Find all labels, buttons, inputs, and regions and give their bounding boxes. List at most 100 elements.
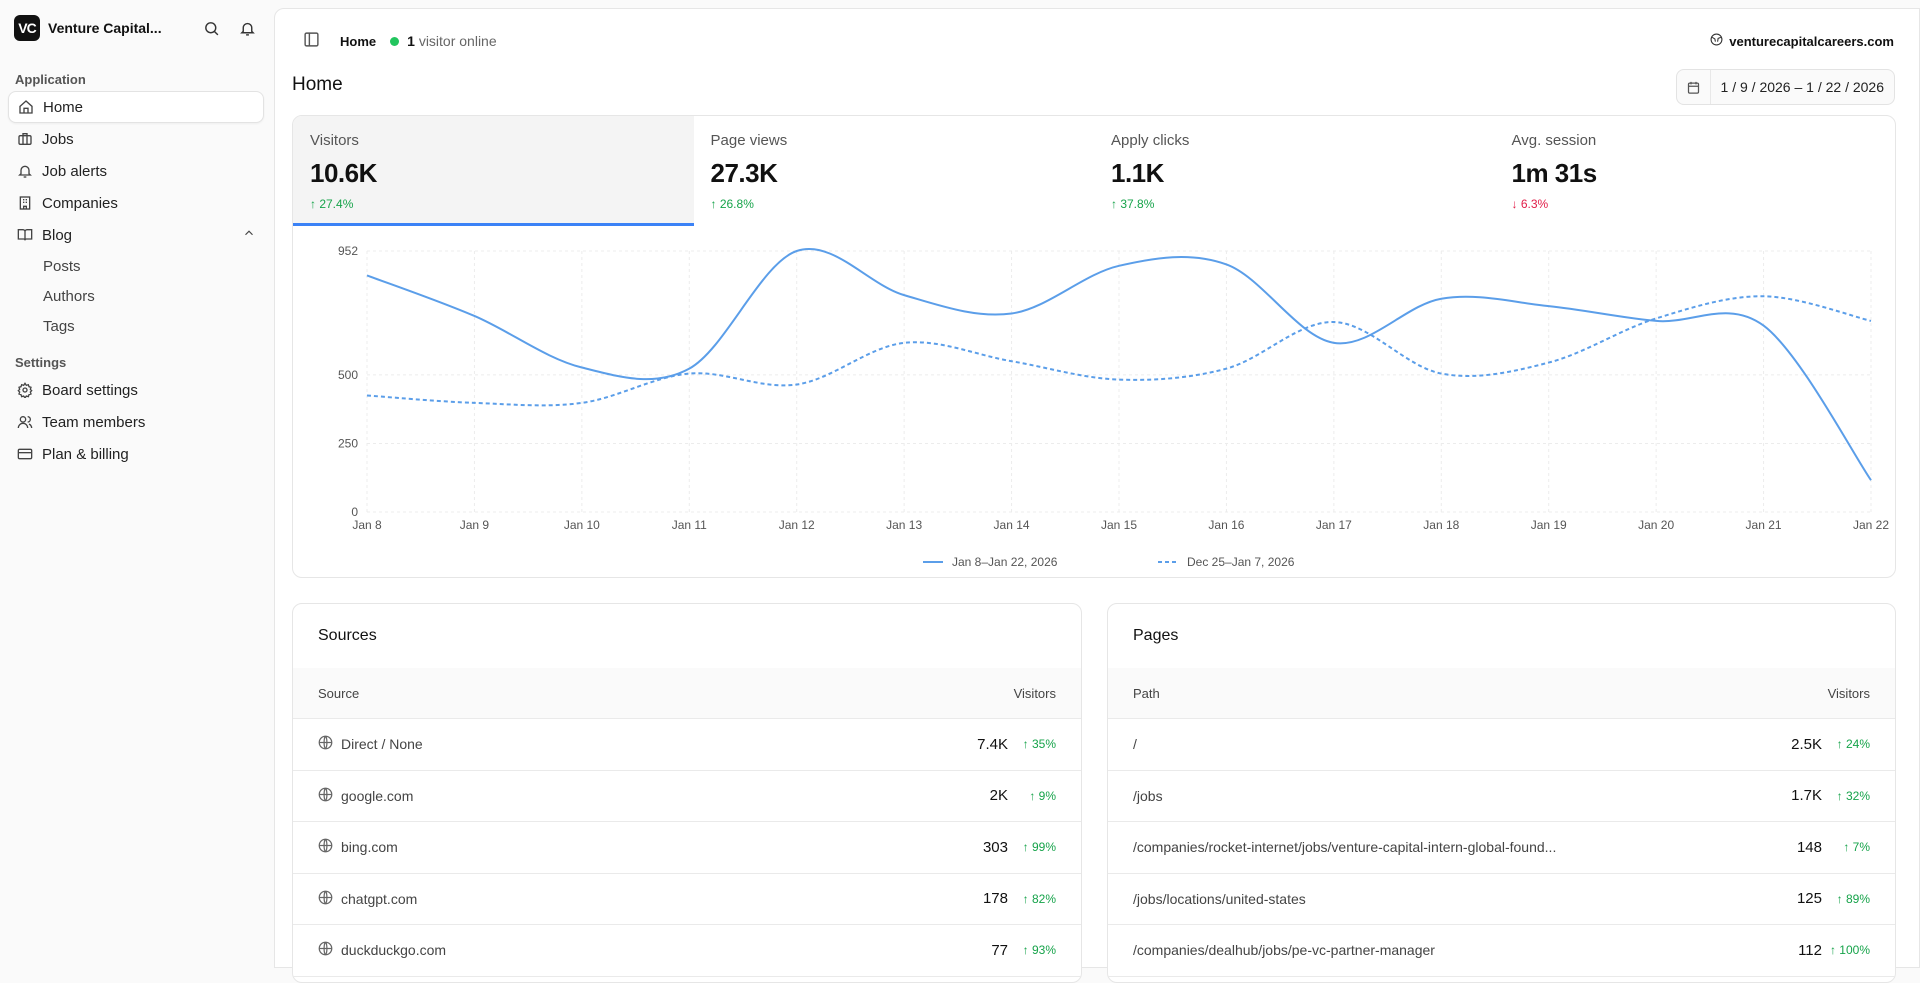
- building-icon: [16, 194, 34, 212]
- stat-value: 27.3K: [710, 158, 778, 188]
- row-value: 77: [991, 941, 1008, 959]
- row-change: ↑ 100%: [1829, 943, 1870, 958]
- row-value: 125: [1796, 890, 1822, 908]
- breadcrumb[interactable]: Home: [340, 33, 377, 49]
- row-value: 2K: [989, 787, 1008, 805]
- table-row[interactable]: Direct / None 7.4K ↑ 35%: [293, 719, 1081, 771]
- site-link[interactable]: venturecapitalcareers.com: [1710, 33, 1894, 49]
- row-change: ↑ 82%: [1022, 891, 1056, 906]
- brand: VC Venture Capital...: [8, 0, 264, 56]
- row-value: 148: [1796, 838, 1822, 856]
- table-row[interactable]: /jobs/locations/united-states 125 ↑ 89%: [1108, 874, 1895, 925]
- sidebar-subitem-tags[interactable]: Tags: [43, 317, 75, 335]
- x-tick-label: Jan 18: [1423, 518, 1459, 532]
- group-application: Application: [15, 72, 86, 87]
- x-tick-label: Jan 20: [1638, 518, 1674, 532]
- sidebar-toggle-icon[interactable]: [303, 31, 320, 51]
- table-row[interactable]: google.com 2K ↑ 9%: [293, 771, 1081, 822]
- y-tick-label: 250: [338, 436, 358, 450]
- group-settings: Settings: [15, 355, 67, 370]
- row-name: /: [1133, 736, 1137, 753]
- stats-card: Visitors 10.6K ↑ 27.4% Page views 27.3K ↑ 26.…: [292, 115, 1896, 578]
- stat-tab-avg-session[interactable]: Avg. session 1m 31s ↓ 6.3%: [1495, 116, 1896, 226]
- row-change: ↑ 93%: [1022, 943, 1056, 958]
- page-title: Home: [292, 74, 343, 95]
- x-tick-label: Jan 13: [886, 518, 922, 532]
- search-icon[interactable]: [200, 17, 222, 39]
- book-icon: [16, 226, 34, 244]
- stat-change: ↓ 6.3%: [1511, 197, 1549, 211]
- pages-header: Path Visitors: [1108, 668, 1895, 719]
- sidebar-item-board-settings[interactable]: Board settings: [8, 374, 264, 406]
- sidebar-subitem-posts[interactable]: Posts: [43, 257, 81, 275]
- row-value: 303: [982, 838, 1008, 856]
- sidebar-item-blog[interactable]: Blog: [8, 219, 264, 251]
- table-row[interactable]: /companies/dealhub/jobs/pe-vc-partner-ma…: [1108, 925, 1895, 977]
- row-value: 7.4K: [977, 735, 1008, 753]
- site-name: venturecapitalcareers.com: [1729, 33, 1894, 49]
- y-tick-label: 952: [338, 244, 358, 258]
- x-tick-label: Jan 11: [672, 518, 707, 532]
- date-range-picker[interactable]: 1 / 9 / 2026 – 1 / 22 / 2026: [1675, 69, 1895, 105]
- sidebar-item-job-alerts[interactable]: Job alerts: [8, 155, 264, 187]
- brand-logo: VC: [14, 15, 40, 41]
- sidebar-subitem-authors[interactable]: Authors: [43, 287, 95, 305]
- briefcase-icon: [16, 130, 34, 148]
- x-tick-label: Jan 22: [1853, 518, 1889, 532]
- row-name: /jobs/locations/united-states: [1133, 890, 1306, 907]
- row-name: google.com: [341, 787, 414, 804]
- table-row[interactable]: /companies/rocket-internet/jobs/venture-…: [1108, 822, 1895, 874]
- table-row[interactable]: chatgpt.com 178 ↑ 82%: [293, 874, 1081, 925]
- sidebar-item-plan-billing[interactable]: Plan & billing: [8, 438, 264, 470]
- visitors-chart: Jan 8 Jan 9 Jan 10 Jan 11 Jan 12 Jan 13 Jan 14…: [338, 244, 1889, 569]
- credit-card-icon: [16, 445, 34, 463]
- chevron-up-icon[interactable]: [242, 226, 256, 244]
- online-text: visitor online: [418, 33, 497, 49]
- sidebar-item-companies[interactable]: Companies: [8, 187, 264, 219]
- stat-tab-visitors[interactable]: Visitors 10.6K ↑ 27.4%: [293, 116, 694, 226]
- row-change: ↑ 7%: [1843, 840, 1870, 855]
- col-visitors: Visitors: [1013, 685, 1056, 701]
- globe-icon: [318, 787, 333, 805]
- globe-icon: [318, 890, 333, 908]
- x-tick-label: Jan 10: [564, 518, 600, 532]
- stat-value: 10.6K: [310, 158, 377, 188]
- bell-icon[interactable]: [236, 17, 258, 39]
- brand-name[interactable]: Venture Capital...: [48, 20, 162, 36]
- table-row[interactable]: / 2.5K ↑ 24%: [1108, 719, 1895, 771]
- sidebar-item-label: Jobs: [42, 130, 74, 148]
- legend-label: Dec 25–Jan 7, 2026: [1187, 555, 1295, 569]
- stat-change: ↑ 26.8%: [710, 197, 754, 211]
- stat-tabs: Visitors 10.6K ↑ 27.4% Page views 27.3K ↑ 26.…: [293, 116, 1895, 226]
- sidebar-item-label: Plan & billing: [42, 445, 129, 463]
- sidebar-item-jobs[interactable]: Jobs: [8, 123, 264, 155]
- sidebar-item-team-members[interactable]: Team members: [8, 406, 264, 438]
- table-row[interactable]: /jobs 1.7K ↑ 32%: [1108, 771, 1895, 822]
- row-change: ↑ 32%: [1836, 788, 1870, 803]
- stat-change: ↑ 27.4%: [310, 197, 354, 211]
- y-tick-label: 0: [351, 505, 358, 519]
- table-row[interactable]: duckduckgo.com 77 ↑ 93%: [293, 925, 1081, 977]
- row-name: /companies/rocket-internet/jobs/venture-…: [1133, 839, 1557, 856]
- stat-tab-apply-clicks[interactable]: Apply clicks 1.1K ↑ 37.8%: [1094, 116, 1495, 226]
- row-name: /jobs: [1133, 787, 1163, 804]
- y-tick-label: 500: [338, 368, 358, 382]
- row-value: 112: [1798, 941, 1822, 959]
- col-source: Source: [318, 685, 360, 701]
- row-value: 2.5K: [1791, 735, 1822, 753]
- sources-header: Source Visitors: [293, 668, 1081, 719]
- sidebar-item-label: Job alerts: [42, 162, 108, 180]
- x-tick-label: Jan 12: [779, 518, 815, 532]
- sidebar-item-home[interactable]: Home: [8, 91, 264, 123]
- stat-change: ↑ 37.8%: [1111, 197, 1155, 211]
- online-status: 1 visitor online: [407, 33, 497, 49]
- table-row[interactable]: bing.com 303 ↑ 99%: [293, 822, 1081, 874]
- col-path: Path: [1133, 685, 1160, 701]
- row-change: ↑ 35%: [1022, 737, 1056, 752]
- globe-icon: [318, 838, 333, 856]
- sidebar-item-label: Team members: [42, 413, 146, 431]
- sidebar-item-label: Companies: [42, 194, 118, 212]
- main-panel: Home 1 visitor online venturecapitalcare…: [274, 8, 1920, 983]
- stat-tab-page-views[interactable]: Page views 27.3K ↑ 26.8%: [694, 116, 1095, 226]
- x-tick-label: Jan 14: [994, 518, 1030, 532]
